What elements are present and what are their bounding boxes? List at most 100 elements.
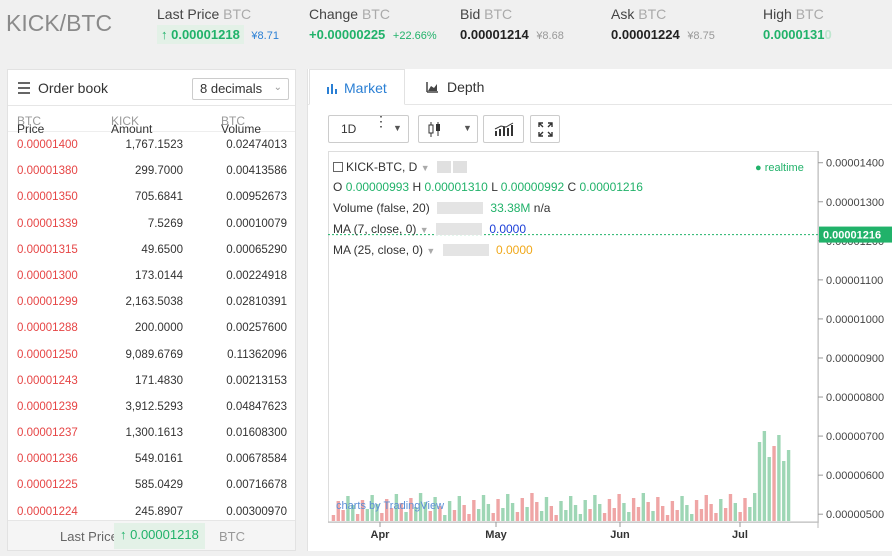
change-value: +0.00000225	[309, 27, 386, 42]
order-book-row[interactable]: 0.00001237 1,300.1613 0.01608300	[8, 420, 295, 446]
order-price: 0.00001243	[17, 374, 78, 387]
indicators-button[interactable]	[483, 115, 524, 143]
volume-bar	[360, 500, 365, 521]
market-pair-title: KICK/BTC	[6, 10, 113, 36]
volume-bar	[675, 510, 679, 521]
volume-bar	[694, 500, 699, 521]
order-volume: 0.00010079	[226, 217, 287, 230]
volume-bar	[414, 507, 418, 521]
bid-fiat: ¥8.68	[536, 30, 564, 42]
volume-bar	[748, 507, 752, 521]
volume-bar	[733, 503, 738, 521]
order-price: 0.00001250	[17, 348, 78, 361]
tradingview-watermark[interactable]: charts by TradingView	[336, 500, 445, 512]
eye-icon[interactable]	[436, 161, 451, 173]
order-book-row[interactable]: 0.00001288 200.0000 0.00257600	[8, 315, 295, 341]
order-book-row[interactable]: 0.00001236 549.0161 0.00678584	[8, 446, 295, 472]
chevron-down-icon[interactable]: ▼	[420, 163, 430, 173]
order-volume: 0.00300970	[226, 505, 287, 518]
order-price: 0.00001236	[17, 453, 78, 466]
order-book-row[interactable]: 0.00001299 2,163.5038 0.02810391	[8, 289, 295, 315]
indicators-icon	[494, 122, 514, 136]
study-controls[interactable]	[435, 223, 482, 235]
volume-bar	[472, 500, 476, 521]
chart-style-selector[interactable]: ▼	[418, 115, 478, 143]
order-amount: 3,912.5293	[125, 400, 183, 413]
volume-bar	[346, 496, 350, 521]
order-book-row[interactable]: 0.00001400 1,767.1523 0.02474013	[8, 132, 295, 158]
order-price: 0.00001300	[17, 269, 78, 282]
volume-bar	[772, 446, 776, 521]
volume-bar	[704, 495, 708, 521]
legend-ma7-row: MA (7, close, 0) ▼ 0.0000	[333, 222, 527, 236]
volume-bar	[438, 506, 442, 521]
volume-bar	[564, 510, 568, 521]
order-book-row[interactable]: 0.00001339 7.5269 0.00010079	[8, 211, 295, 237]
volume-bar	[355, 514, 360, 521]
x-tick-label: Jun	[610, 529, 630, 541]
order-book-footer: Last Price ↑ 0.00001218 BTC	[8, 520, 295, 550]
volume-bar	[384, 499, 389, 521]
order-volume: 0.00224918	[226, 269, 287, 282]
volume-bar	[651, 511, 655, 521]
order-amount: 173.0144	[135, 269, 183, 282]
y-tick-label: 0.00000800	[826, 392, 884, 404]
order-book-row[interactable]: 0.00001350 705.6841 0.00952673	[8, 184, 295, 210]
volume-bar	[486, 504, 491, 521]
chevron-down-icon: ▼	[393, 123, 402, 133]
order-amount: 245.8907	[135, 505, 183, 518]
candlestick-chart[interactable]: 0.000014000.000013000.000012000.00001100…	[328, 151, 892, 551]
decimals-select[interactable]: 8 decimals ⌄	[192, 78, 289, 100]
volume-bar	[394, 494, 399, 521]
interval-value: 1D	[341, 122, 357, 136]
volume-bar	[447, 501, 452, 521]
order-book-row[interactable]: 0.00001380 299.7000 0.00413586	[8, 158, 295, 184]
order-book-row[interactable]: 0.00001300 173.0144 0.00224918	[8, 263, 295, 289]
volume-bar	[506, 494, 510, 521]
volume-bar	[404, 512, 408, 521]
volume-bar	[728, 494, 733, 521]
order-amount: 200.0000	[135, 322, 183, 335]
volume-bar	[423, 502, 428, 521]
order-volume: 0.00952673	[226, 191, 287, 204]
volume-bar	[636, 507, 641, 521]
chart-tabs: Market Depth	[308, 69, 892, 105]
order-amount: 585.0429	[135, 479, 183, 492]
study-controls[interactable]	[437, 202, 484, 214]
ask-value: 0.00001224	[611, 27, 680, 42]
tab-depth[interactable]: Depth	[426, 69, 484, 105]
bar-chart-icon	[327, 84, 337, 94]
area-chart-icon	[426, 82, 438, 93]
volume-bar	[598, 504, 602, 521]
tab-market[interactable]: Market	[309, 69, 405, 105]
order-volume: 0.01608300	[226, 427, 287, 440]
last-price-tag-label: 0.00001216	[823, 230, 881, 242]
volume-bar	[699, 509, 704, 521]
order-book-row[interactable]: 0.00001224 245.8907 0.00300970	[8, 499, 295, 525]
order-volume: 0.00413586	[226, 165, 287, 178]
study-controls[interactable]	[442, 244, 489, 256]
price-chart[interactable]: 0.000014000.000013000.000012000.00001100…	[328, 151, 892, 551]
volume-bar	[578, 514, 583, 521]
order-price: 0.00001350	[17, 191, 78, 204]
order-book-row[interactable]: 0.00001315 49.6500 0.00065290	[8, 237, 295, 263]
volume-bar	[767, 457, 771, 521]
settings-icon[interactable]	[452, 161, 467, 173]
y-tick-label: 0.00000900	[826, 353, 884, 365]
order-amount: 299.7000	[135, 165, 183, 178]
volume-bar	[462, 505, 466, 521]
interval-selector[interactable]: 1D ⋮ ▼	[328, 114, 409, 143]
x-tick-label: Apr	[371, 529, 391, 541]
fullscreen-button[interactable]	[530, 115, 560, 143]
volume-bar	[627, 512, 631, 521]
collapse-icon[interactable]	[333, 162, 343, 172]
volume-bar	[559, 501, 563, 521]
order-volume: 0.00257600	[226, 322, 287, 335]
order-book-row[interactable]: 0.00001239 3,912.5293 0.04847623	[8, 394, 295, 420]
order-book-row[interactable]: 0.00001243 171.4830 0.00213153	[8, 368, 295, 394]
order-amount: 171.4830	[135, 374, 183, 387]
order-book-row[interactable]: 0.00001225 585.0429 0.00716678	[8, 472, 295, 498]
volume-bar	[365, 509, 370, 521]
order-book-row[interactable]: 0.00001250 9,089.6769 0.11362096	[8, 342, 295, 368]
order-book-header: Order book 8 decimals ⌄	[8, 70, 295, 106]
